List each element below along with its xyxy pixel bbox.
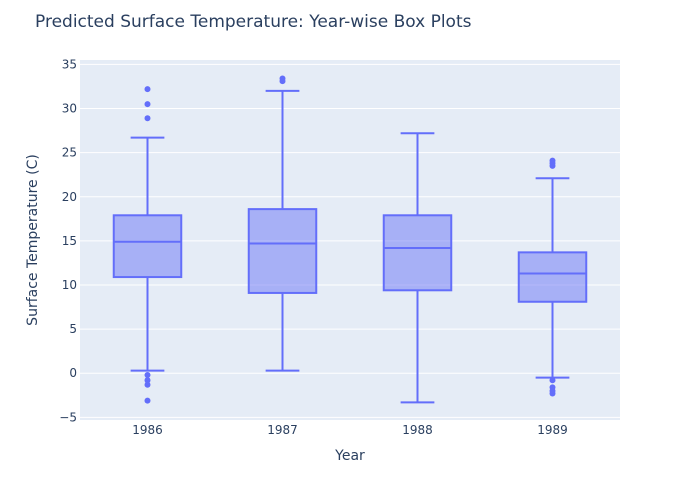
y-tick-label: 15 [62,234,77,248]
interquartile-box [247,208,318,294]
x-tick-label: 1988 [402,423,433,437]
grid-lines [80,63,620,418]
y-axis-title: Surface Temperature (C) [25,154,41,326]
interquartile-box [382,214,453,292]
outlier-point [144,86,151,93]
x-tick-label: 1989 [537,423,568,437]
interquartile-box [112,214,183,279]
outlier-point [549,377,556,384]
x-axis-title: Year [334,448,365,464]
outlier-point [144,381,151,388]
y-tick-label: 0 [69,366,77,380]
outlier-point [549,162,556,169]
outlier-point [549,390,556,397]
y-tick-labels: −5 0 5 10 15 20 25 30 35 [59,57,77,424]
chart-title: Predicted Surface Temperature: Year-wise… [35,12,472,32]
outlier-point [279,78,286,85]
y-tick-label: 35 [62,57,77,71]
box-series [112,75,588,404]
x-tick-label: 1987 [267,423,298,437]
box-1986 [112,86,183,404]
y-tick-label: −5 [59,410,77,424]
y-tick-label: 10 [62,278,77,292]
box-1988 [382,132,453,404]
outlier-point [144,372,151,378]
box-1989 [517,157,588,397]
y-tick-label: 20 [62,190,77,204]
y-tick-label: 30 [62,102,77,116]
outlier-point [144,101,151,108]
y-tick-label: 5 [69,322,77,336]
x-tick-label: 1986 [132,423,163,437]
outlier-point [144,115,151,122]
y-tick-label: 25 [62,146,77,160]
interquartile-box [517,251,588,303]
outlier-point [144,377,151,384]
outlier-point [144,397,151,404]
box-1987 [247,75,318,372]
x-tick-labels: 1986 1987 1988 1989 [132,423,568,437]
